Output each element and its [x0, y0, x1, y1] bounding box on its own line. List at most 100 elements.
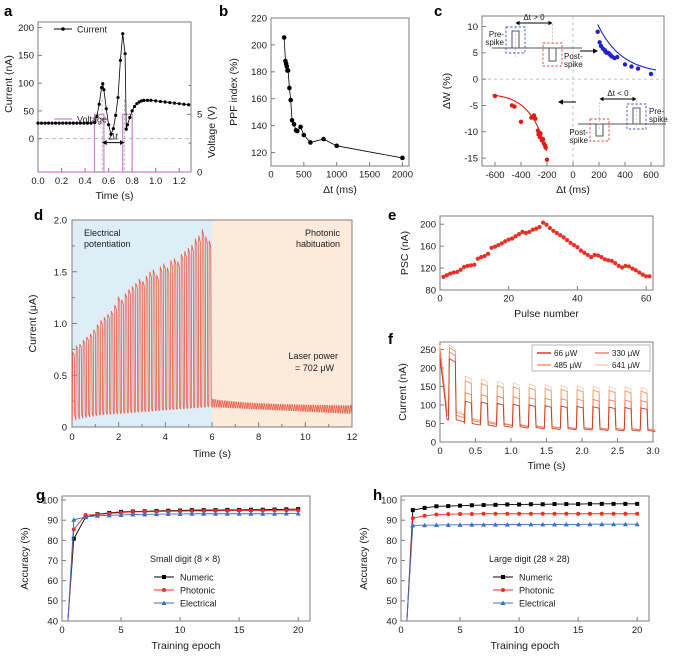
data-marker [501, 588, 505, 592]
data-marker [540, 502, 545, 507]
x-tick-label: 0 [570, 170, 575, 181]
y-tick-label: 80 [386, 536, 397, 547]
panel-e: e 0 20 40 60 80 120 160 200 Pulse number PSC (nA) [380, 200, 685, 328]
data-marker [561, 235, 566, 240]
y-tick-label: 0 [29, 134, 34, 145]
legend-label-2: Electrical [180, 598, 217, 608]
x-tick-label: 1000 [326, 170, 347, 181]
data-marker [434, 504, 439, 509]
x-tick-label: 12 [347, 432, 358, 443]
data-marker [187, 103, 191, 107]
data-marker [465, 263, 470, 268]
data-marker [512, 104, 517, 109]
data-marker [647, 274, 652, 279]
data-marker [500, 600, 506, 605]
legend-label-0: Numeric [180, 572, 214, 582]
data-marker [163, 100, 167, 104]
data-marker [576, 511, 581, 516]
data-marker [499, 241, 504, 246]
panel-c-label: c [434, 3, 443, 20]
data-marker [615, 54, 620, 60]
inset-dt-label: Δt > 0 [523, 13, 545, 22]
data-marker [83, 514, 89, 519]
data-marker [54, 121, 58, 125]
x-tick-label: 0.8 [126, 176, 139, 187]
y-axis-label: Accuracy (%) [19, 527, 31, 589]
data-marker [640, 272, 645, 277]
y-tick-label: 200 [251, 40, 267, 51]
x-tick-label: 0 [437, 446, 442, 457]
legend-label-0: Numeric [519, 572, 553, 582]
data-marker [189, 511, 195, 516]
data-marker [523, 230, 528, 236]
data-marker [623, 263, 628, 268]
data-marker [510, 236, 515, 241]
pre-spike-label-1: Pre- [489, 30, 504, 39]
data-marker [172, 101, 177, 105]
data-marker [505, 511, 510, 516]
y-axis-label: Current (μA) [27, 295, 39, 353]
y2-axis-label: Voltage (V) [206, 106, 218, 158]
x-tick-label: 200 [591, 170, 607, 181]
data-marker [71, 121, 75, 125]
y-tick-label: 90 [386, 516, 397, 527]
data-marker [189, 508, 194, 513]
legend-voltage-label: Voltage [77, 114, 107, 124]
data-marker [116, 95, 120, 100]
data-marker [177, 511, 183, 516]
y-tick-label: 70 [47, 556, 58, 567]
y-tick-label: 40 [47, 616, 58, 627]
data-marker [575, 245, 580, 250]
data-marker [296, 508, 301, 513]
x-tick-label: 60 [641, 294, 652, 305]
data-marker [513, 234, 518, 239]
data-marker [537, 134, 543, 140]
data-marker [237, 508, 242, 513]
y-tick-label: 90 [47, 516, 58, 527]
x-tick-label: 1.2 [173, 176, 186, 187]
y-tick-label: 100 [420, 400, 436, 411]
y-tick-label: 160 [420, 242, 436, 253]
x-tick-label: 10 [175, 625, 186, 636]
x-tick-label: -200 [537, 170, 556, 181]
data-marker [622, 62, 628, 67]
data-marker [78, 121, 82, 125]
data-marker [57, 121, 61, 125]
data-marker [50, 121, 54, 125]
data-marker [599, 255, 604, 260]
data-marker [619, 265, 625, 270]
y-tick-label: 0 [62, 423, 67, 434]
y-tick-label: 220 [251, 13, 267, 24]
x-axis-label: Time (s) [527, 460, 565, 472]
x-tick-label: 2.0 [575, 446, 588, 457]
data-marker [444, 273, 449, 278]
x-tick-label: 8 [256, 432, 261, 443]
data-marker [104, 107, 108, 111]
data-marker [46, 121, 51, 125]
data-marker [501, 575, 505, 579]
y-tick-label: 50 [23, 106, 34, 117]
data-marker [149, 98, 153, 102]
legend-label-1: 330 μW [612, 349, 640, 358]
x-tick-label: 0 [437, 294, 442, 305]
data-marker [85, 121, 90, 125]
panel-c-chart: -600 -400 -200 0 200 400 600 -15 -10 -5 0 5 10 Δt (ms… [441, 13, 668, 196]
post-spike-label-1: Post- [569, 128, 588, 137]
panel-a: a 0.0 0.2 0.4 0.6 0.8 1.0 1.2 0 50 100 150 200 0 5 Tim… [0, 0, 218, 202]
x-tick-label: 0.6 [102, 176, 115, 187]
data-marker [284, 64, 290, 69]
data-marker [201, 511, 207, 516]
x-axis-label: Time (s) [95, 190, 133, 202]
data-marker [599, 521, 605, 527]
data-marker [109, 132, 113, 136]
y-tick-label: 60 [47, 576, 58, 587]
data-marker [616, 263, 621, 268]
data-marker [458, 511, 463, 516]
data-marker [595, 29, 600, 34]
data-marker [472, 262, 477, 267]
y-tick-label: 50 [47, 596, 58, 607]
x-tick-label: -600 [485, 170, 504, 181]
arrow-head-right [120, 140, 125, 145]
data-marker [533, 116, 538, 121]
data-marker [492, 522, 498, 527]
